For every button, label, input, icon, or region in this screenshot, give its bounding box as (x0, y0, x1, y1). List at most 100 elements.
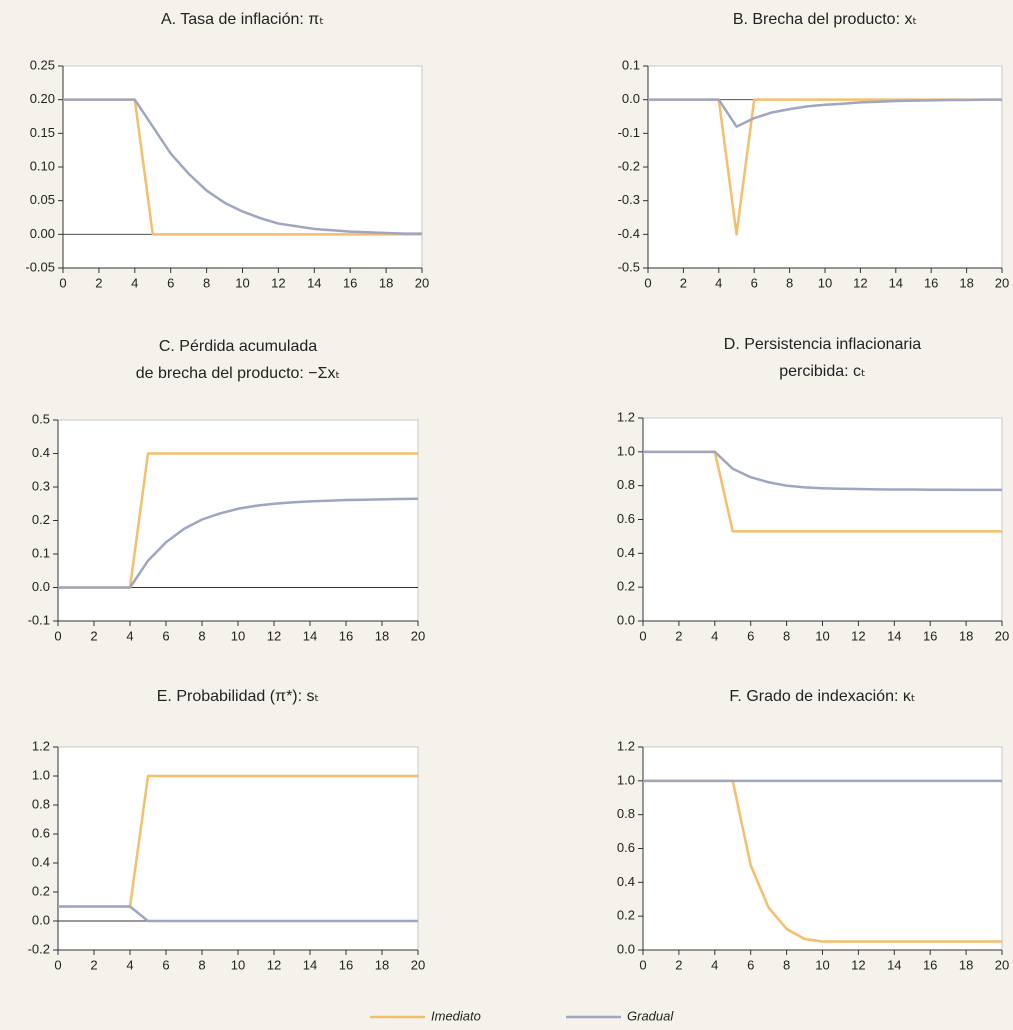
y-tick-label: 0.0 (32, 579, 50, 594)
x-tick-label: 6 (747, 957, 754, 972)
x-tick-label: 0 (639, 628, 646, 643)
x-tick-label: 14 (303, 957, 317, 972)
y-tick-label: 0.4 (617, 545, 635, 560)
x-tick-label: 20 (995, 275, 1009, 290)
x-tick-label: 14 (887, 628, 901, 643)
y-tick-label: 0.2 (32, 883, 50, 898)
x-tick-label: 12 (267, 957, 281, 972)
x-tick-label: 6 (162, 628, 169, 643)
x-tick-label: 16 (923, 628, 937, 643)
chart-title: B. Brecha del producto: xₜ (733, 11, 917, 28)
x-tick-label: 14 (889, 275, 903, 290)
x-tick-label: 0 (54, 628, 61, 643)
x-tick-label: 16 (923, 957, 937, 972)
y-tick-label: -0.4 (618, 226, 640, 241)
y-tick-label: 0.05 (30, 192, 55, 207)
x-tick-label: 18 (959, 628, 973, 643)
x-tick-label: 2 (90, 628, 97, 643)
y-tick-label: 1.0 (617, 443, 635, 458)
x-tick-label: 20 (411, 957, 425, 972)
x-tick-label: 18 (375, 957, 389, 972)
y-tick-label: 0.00 (30, 226, 55, 241)
x-tick-label: 20 (411, 628, 425, 643)
x-tick-label: 2 (90, 957, 97, 972)
x-tick-label: 4 (131, 275, 138, 290)
y-tick-label: 0.2 (617, 579, 635, 594)
plot-area (57, 746, 419, 951)
x-tick-label: 12 (267, 628, 281, 643)
series-line (648, 98, 1002, 128)
y-tick-label: 0.20 (30, 91, 55, 106)
x-tick-label: 0 (644, 275, 651, 290)
chart-title: D. Persistencia inflacionaria (724, 336, 922, 353)
chart-title: F. Grado de indexación: κₜ (729, 688, 915, 705)
y-tick-label: 0.0 (32, 912, 50, 927)
x-tick-label: 18 (959, 957, 973, 972)
plot-area (642, 417, 1003, 622)
x-tick-label: 6 (751, 275, 758, 290)
series-line (58, 497, 419, 589)
y-tick-label: 1.2 (617, 738, 635, 753)
chart-title: E. Probabilidad (π*): sₜ (157, 688, 320, 705)
x-tick-label: 4 (711, 957, 718, 972)
x-tick-label: 2 (675, 628, 682, 643)
y-tick-label: 1.0 (617, 772, 635, 787)
y-tick-label: -0.3 (618, 192, 640, 207)
x-tick-label: 2 (680, 275, 687, 290)
y-tick-label: 0.15 (30, 125, 55, 140)
x-tick-label: 20 (995, 628, 1009, 643)
x-tick-label: 12 (851, 628, 865, 643)
y-tick-label: -0.2 (28, 941, 50, 956)
x-tick-label: 14 (887, 957, 901, 972)
y-tick-label: 0.2 (32, 512, 50, 527)
y-tick-label: 0.4 (32, 854, 50, 869)
x-tick-label: 6 (167, 275, 174, 290)
series-line (643, 450, 1002, 492)
y-tick-label: 1.0 (32, 767, 50, 782)
x-tick-label: 20 (415, 275, 429, 290)
y-tick-label: 0.1 (622, 57, 640, 72)
y-tick-label: 0.8 (617, 806, 635, 821)
series-line (63, 98, 422, 235)
chart-title: C. Pérdida acumulada (159, 338, 317, 355)
y-tick-label: 1.2 (617, 409, 635, 424)
x-tick-label: 14 (307, 275, 321, 290)
x-tick-label: 14 (303, 628, 317, 643)
plot-area (647, 65, 1003, 269)
y-tick-label: 0.25 (30, 57, 55, 72)
y-tick-label: -0.5 (618, 259, 640, 274)
plot-area (57, 419, 419, 622)
x-tick-label: 6 (747, 628, 754, 643)
y-tick-label: 0.6 (617, 511, 635, 526)
x-tick-label: 8 (203, 275, 210, 290)
x-tick-label: 20 (995, 957, 1009, 972)
x-tick-label: 10 (231, 957, 245, 972)
x-tick-label: 4 (711, 628, 718, 643)
y-tick-label: 0.3 (32, 478, 50, 493)
x-tick-label: 8 (198, 628, 205, 643)
x-tick-label: 12 (271, 275, 285, 290)
y-tick-label: -0.1 (618, 125, 640, 140)
x-tick-label: 10 (235, 275, 249, 290)
y-tick-label: 0.4 (617, 874, 635, 889)
series-line (58, 905, 418, 923)
x-tick-label: 16 (339, 628, 353, 643)
y-tick-label: 0.0 (617, 941, 635, 956)
y-tick-label: 0.0 (617, 612, 635, 627)
x-tick-label: 16 (343, 275, 357, 290)
y-tick-label: 1.2 (32, 738, 50, 753)
x-tick-label: 16 (924, 275, 938, 290)
x-tick-label: 2 (675, 957, 682, 972)
x-tick-label: 6 (162, 957, 169, 972)
x-tick-label: 0 (54, 957, 61, 972)
x-tick-label: 4 (126, 957, 133, 972)
y-tick-label: -0.2 (618, 158, 640, 173)
y-tick-label: 0.8 (32, 796, 50, 811)
x-tick-label: 10 (815, 957, 829, 972)
x-tick-label: 4 (126, 628, 133, 643)
x-tick-label: 2 (95, 275, 102, 290)
x-tick-label: 12 (853, 275, 867, 290)
x-tick-label: 12 (851, 957, 865, 972)
y-tick-label: 0.6 (617, 840, 635, 855)
plot-area (642, 746, 1003, 951)
